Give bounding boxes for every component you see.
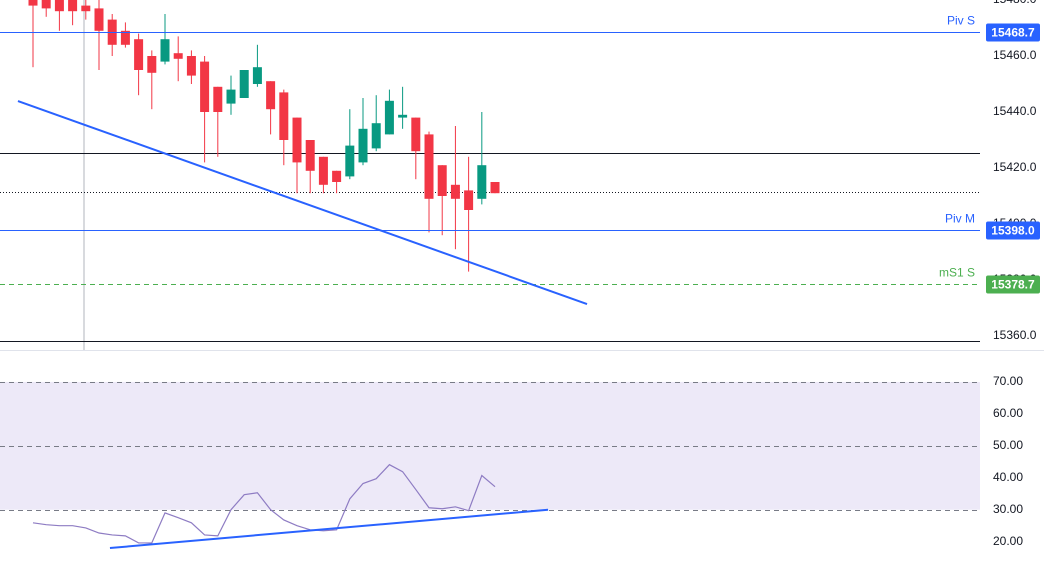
candle-body [332, 170, 342, 182]
candle-body [147, 56, 157, 73]
candle-body [94, 8, 104, 31]
candle-body [490, 182, 500, 194]
level-value: 15378.7 [991, 278, 1035, 292]
candle-body [239, 70, 249, 98]
candle-body [68, 0, 78, 12]
y-tick-label: 70.00 [993, 374, 1023, 388]
y-tick-label: 15360.0 [993, 328, 1037, 342]
level-tag [986, 23, 1040, 42]
level-name: mS1 S [939, 266, 975, 280]
candle-body [213, 86, 223, 112]
candle-body [226, 89, 236, 104]
candle-body [477, 165, 487, 199]
candle-body [279, 92, 289, 140]
candle-body [384, 100, 394, 135]
candle-body [200, 61, 210, 112]
rsi-band [0, 381, 980, 510]
y-tick-label: 15440.0 [993, 104, 1037, 118]
level-value: 15468.7 [991, 26, 1035, 40]
y-tick-label: 15480.0 [993, 0, 1037, 6]
level-tag [986, 221, 1040, 240]
candle-body [398, 114, 408, 118]
candle-body [266, 81, 276, 110]
trendline [109, 508, 549, 550]
candle-body [358, 128, 368, 163]
rsi-line [32, 463, 496, 544]
y-tick-label: 15420.0 [993, 160, 1037, 174]
y-tick-label: 50.00 [993, 438, 1023, 452]
candle-body [41, 0, 51, 9]
y-tick-label: 20.00 [993, 534, 1023, 548]
y-tick-label: 30.00 [993, 502, 1023, 516]
candle-body [120, 30, 130, 45]
y-tick-label: 15460.0 [993, 48, 1037, 62]
candle-body [173, 53, 183, 59]
level-name: Piv M [945, 212, 975, 226]
candle-body [81, 5, 91, 12]
level-tag [986, 275, 1040, 294]
candle-body [305, 140, 315, 171]
candle-body [318, 156, 328, 185]
candle-body [160, 39, 170, 62]
candle-body [464, 190, 474, 210]
candle-body [424, 134, 434, 199]
y-tick-label: 60.00 [993, 406, 1023, 420]
y-tick-label: 40.00 [993, 470, 1023, 484]
candle-body [371, 123, 381, 149]
trendline [17, 100, 588, 306]
candle-body [450, 184, 460, 199]
candle-body [437, 165, 447, 196]
candle-body [411, 117, 421, 152]
candle-body [134, 39, 144, 70]
candle-body [186, 56, 196, 76]
candle-body [345, 145, 355, 177]
candle-body [54, 0, 64, 12]
level-name: Piv S [947, 14, 975, 28]
level-value: 15398.0 [991, 224, 1035, 238]
candle-body [292, 117, 302, 163]
candle-body [252, 67, 262, 84]
candle-body [28, 0, 38, 6]
